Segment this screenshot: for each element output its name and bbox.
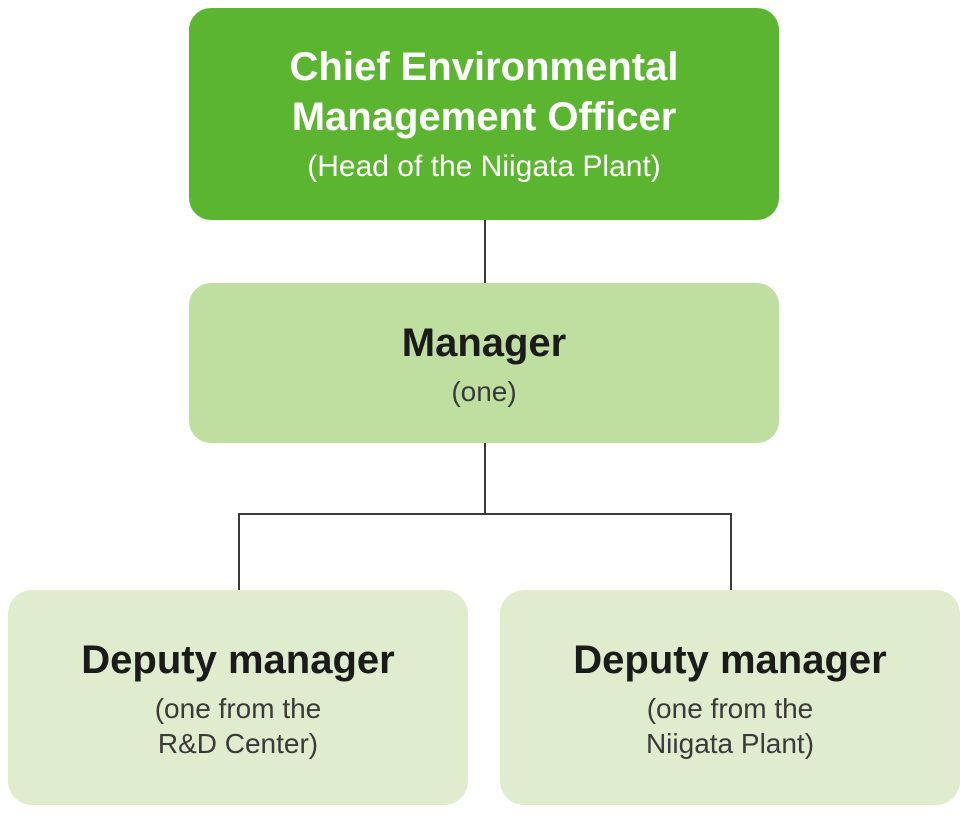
node-deputy-rd-title: Deputy manager [81,635,394,685]
connector-manager-down [484,443,486,513]
org-chart: Chief Environmental Management Officer (… [0,0,968,818]
connector-to-deputy-niigata [730,513,732,590]
node-manager-subtitle: (one) [451,374,516,409]
node-deputy-niigata: Deputy manager (one from theNiigata Plan… [500,590,960,805]
node-chief-subtitle: (Head of the Niigata Plant) [307,148,661,186]
node-manager-title: Manager [402,318,567,368]
node-deputy-niigata-title: Deputy manager [573,635,886,685]
node-deputy-rd-subtitle: (one from theR&D Center) [155,691,322,761]
connector-to-deputy-rd [238,513,240,590]
node-manager: Manager (one) [189,283,779,443]
connector-horizontal-split [238,513,732,515]
node-chief: Chief Environmental Management Officer (… [189,8,779,220]
node-chief-title: Chief Environmental Management Officer [189,42,779,142]
node-deputy-niigata-subtitle: (one from theNiigata Plant) [646,691,814,761]
node-deputy-rd: Deputy manager (one from theR&D Center) [8,590,468,805]
connector-chief-to-manager [484,220,486,283]
